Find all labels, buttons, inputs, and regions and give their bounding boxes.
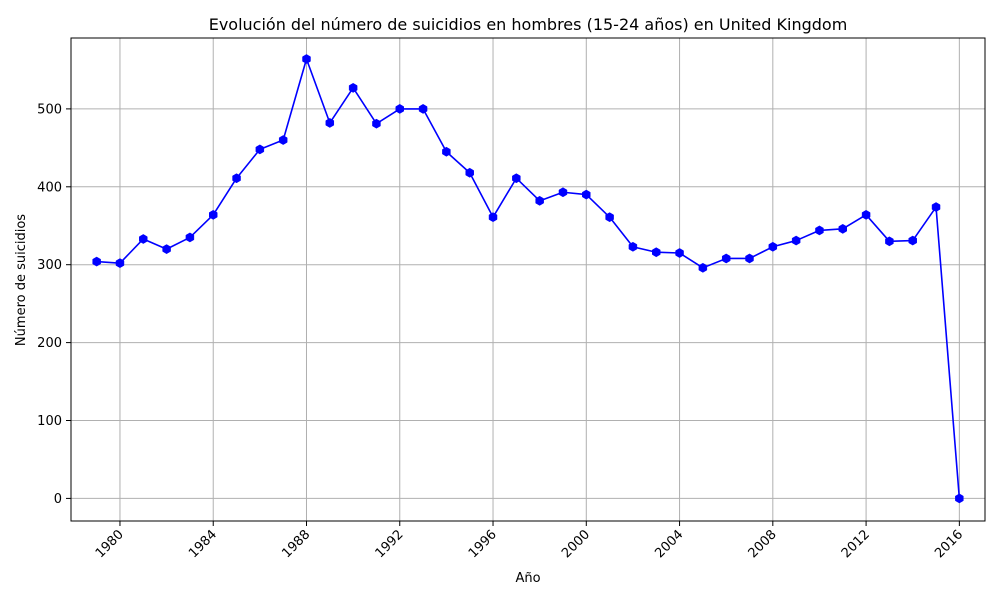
data-point [395, 104, 404, 114]
x-tick-label: 2012 [839, 527, 873, 561]
data-point [861, 209, 871, 220]
data-point [348, 82, 358, 93]
data-point [628, 241, 638, 252]
data-point [512, 173, 521, 184]
y-axis-ticks: 0 100 200 300 400 500 [37, 102, 71, 507]
x-tick-label: 1980 [93, 527, 127, 561]
y-axis-label: Número de suicidios [14, 214, 29, 346]
x-tick-label: 1992 [373, 527, 407, 561]
chart-title: Evolución del número de suicidios en hom… [209, 15, 848, 34]
grid [71, 38, 985, 521]
data-point [209, 209, 218, 220]
x-axis-label: Año [515, 571, 540, 586]
data-point [115, 258, 125, 269]
y-tick-label: 0 [54, 492, 62, 507]
data-point [605, 212, 614, 223]
data-point [442, 146, 451, 157]
y-tick-label: 300 [37, 258, 62, 273]
x-tick-label: 1996 [466, 527, 500, 561]
data-point [232, 173, 241, 184]
data-point [535, 195, 544, 206]
x-tick-label: 2016 [932, 527, 966, 561]
data-point [931, 202, 941, 212]
data-point [652, 247, 661, 258]
data-point [92, 256, 101, 267]
x-tick-label: 1984 [186, 527, 220, 561]
y-tick-label: 400 [37, 180, 62, 195]
data-point [302, 54, 311, 64]
x-tick-label: 2008 [746, 527, 780, 561]
data-point [675, 248, 684, 258]
data-point [162, 244, 171, 255]
x-tick-label: 2004 [652, 527, 686, 561]
data-point [955, 493, 964, 504]
data-point [582, 189, 591, 200]
x-axis-ticks: 1980 1984 1988 1992 1996 2000 2004 2008 2012 2016 [93, 521, 966, 561]
data-point [908, 235, 917, 246]
x-tick-label: 2000 [559, 527, 593, 561]
y-tick-label: 200 [37, 336, 62, 351]
data-point [745, 253, 754, 264]
x-tick-label: 1988 [279, 527, 313, 561]
data-point [815, 225, 824, 236]
data-point [325, 118, 335, 128]
series-line [96, 58, 961, 499]
data-point [768, 241, 778, 252]
data-point [372, 118, 381, 129]
data-point [698, 262, 708, 273]
plot-frame [70, 37, 986, 522]
data-point [418, 104, 428, 114]
data-point [885, 236, 894, 247]
y-tick-label: 500 [37, 102, 62, 117]
data-point [139, 234, 148, 244]
data-point [185, 232, 195, 243]
data-point [558, 187, 568, 198]
data-point [721, 253, 731, 264]
data-point [838, 223, 847, 234]
data-point [255, 144, 265, 155]
data-point [278, 135, 288, 145]
data-point [791, 235, 801, 246]
series-line-group [92, 54, 964, 504]
data-point [488, 212, 498, 223]
data-point [465, 167, 474, 178]
y-tick-label: 100 [37, 414, 62, 429]
